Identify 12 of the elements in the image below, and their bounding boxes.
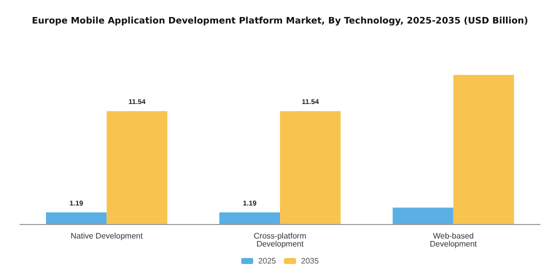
legend-label: 2035 <box>301 256 320 266</box>
chart-title: Europe Mobile Application Development Platform Market, By Technology, 2025-2035 (USD Billion) <box>32 16 528 26</box>
bar <box>280 111 341 224</box>
legend-label: 2025 <box>258 256 277 266</box>
bar <box>453 74 514 224</box>
bar <box>219 212 280 224</box>
bar <box>46 212 107 224</box>
x-tick-label: Web-based Development <box>430 232 478 248</box>
x-tick-label: Cross-platform Development <box>254 232 307 248</box>
bar <box>106 111 168 224</box>
x-tick-label: Native Development <box>70 232 144 240</box>
bar <box>392 208 454 224</box>
